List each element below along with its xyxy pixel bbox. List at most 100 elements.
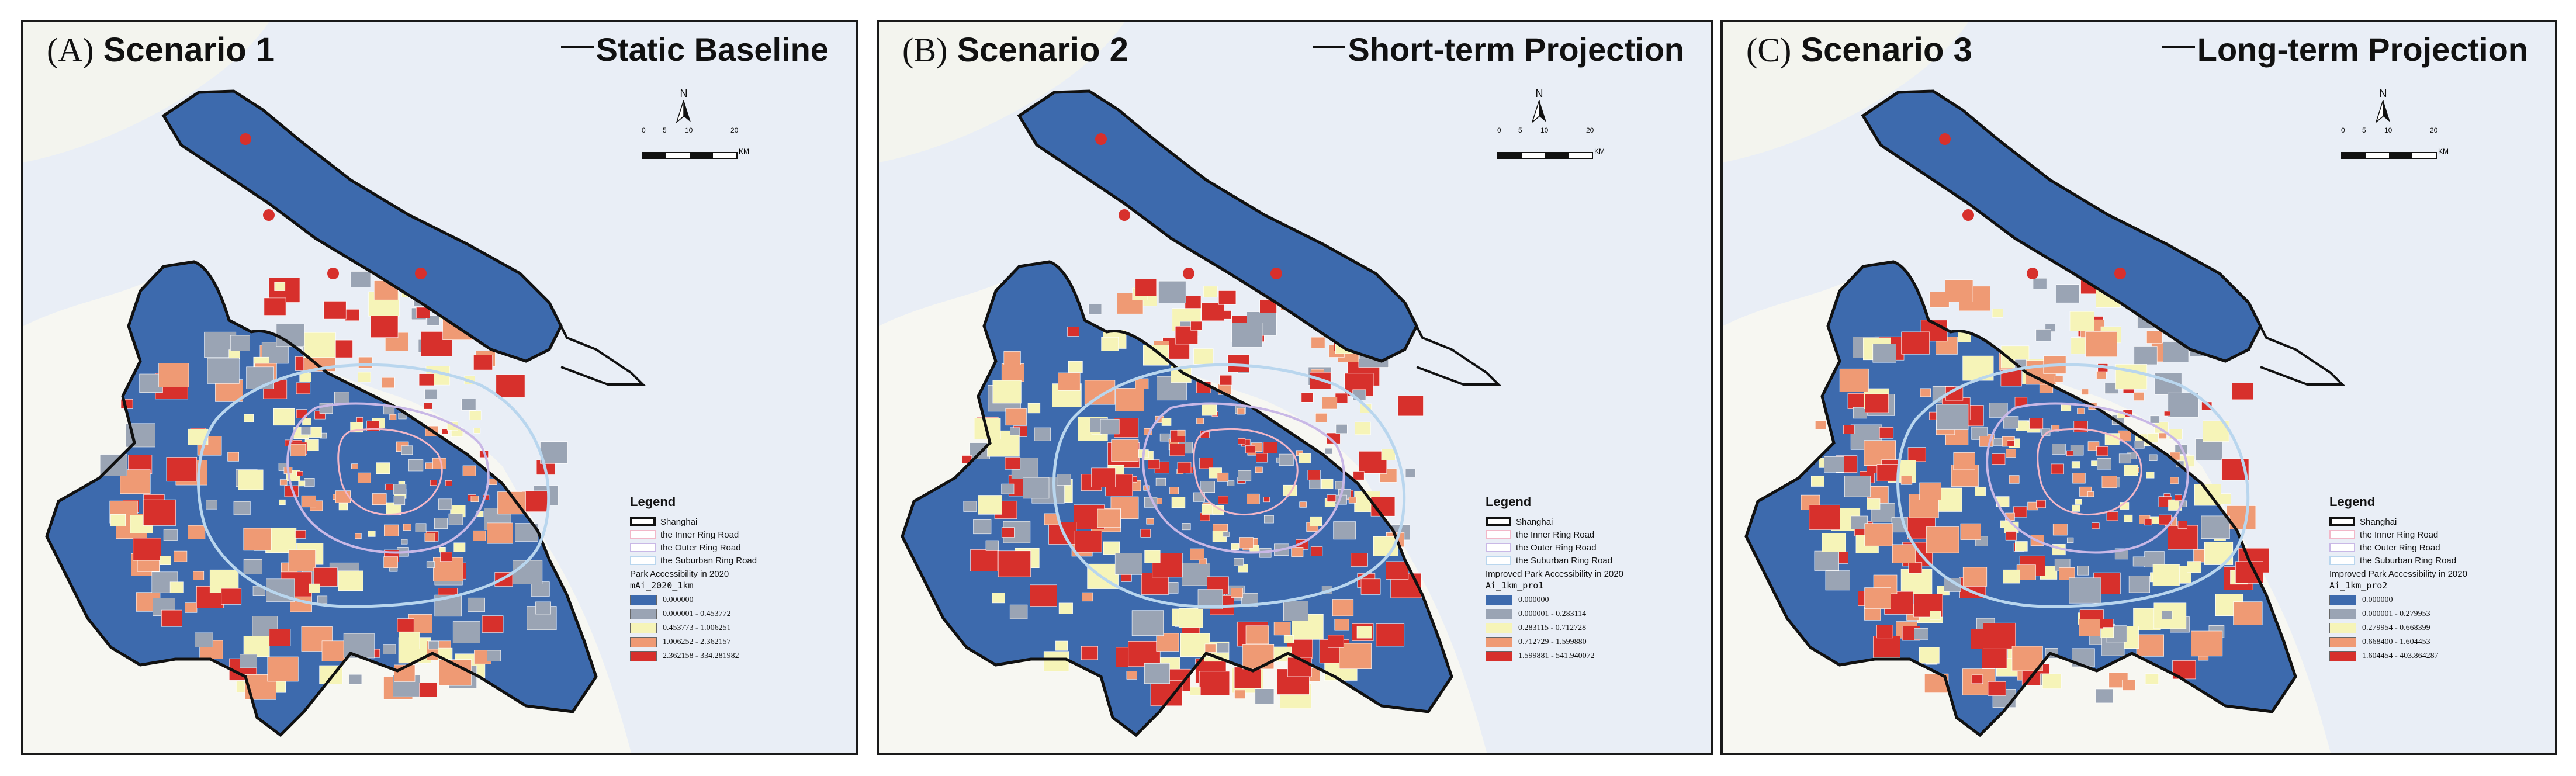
- district-patch: [2052, 524, 2068, 536]
- class-swatch: [630, 609, 657, 619]
- district-patch: [2071, 461, 2080, 469]
- district-patch: [184, 602, 198, 613]
- district-patch: [1864, 523, 1893, 546]
- boundary-swatch: [1486, 517, 1511, 526]
- district-patch: [1865, 393, 1889, 413]
- district-patch: [1283, 601, 1308, 621]
- legend-item-inner-ring: the Inner Ring Road: [2329, 528, 2540, 541]
- outer-ring-road: [286, 402, 490, 554]
- district-patch: [1081, 646, 1098, 660]
- legend: Legend Shanghai the Inner Ring Road the …: [2329, 494, 2540, 663]
- district-patch: [2149, 415, 2159, 424]
- district-patch: [1190, 687, 1201, 696]
- district-patch: [1892, 544, 1916, 563]
- district-patch: [1907, 447, 1926, 462]
- class-swatch: [2329, 595, 2356, 605]
- legend-class: 0.000000: [1486, 593, 1696, 607]
- suburban-ring-road: [197, 363, 550, 608]
- legend-subheading: Park Accessibility in 2020: [630, 569, 729, 579]
- district-patch: [970, 549, 998, 571]
- district-patch: [1001, 483, 1015, 494]
- district-patch: [1256, 453, 1268, 463]
- district-patch: [2009, 475, 2020, 484]
- legend-item-label: the Outer Ring Road: [660, 542, 741, 553]
- district-patch: [1023, 477, 1050, 499]
- district-patch: [1199, 671, 1230, 696]
- legend: Legend Shanghai the Inner Ring Road the …: [630, 494, 840, 663]
- district-patch: [2079, 619, 2100, 636]
- district-patch: [1084, 380, 1116, 405]
- district-patch: [430, 480, 437, 486]
- outer-ring-swatch: [2329, 543, 2355, 552]
- chongming-island: [1017, 89, 1418, 363]
- district-patch: [432, 458, 446, 469]
- legend-subheading: Improved Park Accessibility in 2020: [1486, 569, 1623, 579]
- district-patch: [244, 414, 254, 422]
- district-patch: [1332, 599, 1354, 616]
- island-outline-extension: [548, 302, 646, 386]
- scale-bar: 0 5 10 20 KM: [2341, 126, 2458, 159]
- legend-class: 0.712729 - 1.599880: [1486, 635, 1696, 649]
- district-patch: [401, 445, 413, 455]
- panel-title: (B) Scenario 2: [902, 30, 1128, 70]
- district-patch: [2162, 611, 2173, 619]
- district-patch: [290, 444, 306, 456]
- panel-letter: (C): [1746, 31, 1792, 69]
- scale-unit: KM: [2438, 147, 2449, 155]
- district-patch: [2077, 566, 2089, 576]
- district-patch: [1850, 515, 1868, 530]
- district-patch: [2066, 537, 2074, 543]
- district-patch: [992, 593, 1005, 604]
- legend-item-label: Shanghai: [660, 517, 698, 527]
- class-label: 0.279954 - 0.668399: [2362, 623, 2430, 632]
- district-patch: [1140, 529, 1151, 538]
- district-patch: [1158, 280, 1186, 304]
- legend: Legend Shanghai the Inner Ring Road the …: [1486, 494, 1696, 663]
- district-patch: [309, 583, 321, 593]
- district-patch: [2058, 567, 2075, 580]
- shanghai-boundary: [901, 260, 1453, 737]
- district-patch: [448, 513, 463, 525]
- district-patch: [1202, 403, 1217, 416]
- district-patch: [323, 301, 347, 320]
- district-patch: [304, 332, 336, 358]
- class-swatch: [630, 595, 657, 605]
- district-patch: [1809, 504, 1841, 530]
- district-patch: [992, 380, 1022, 404]
- district-patch: [522, 490, 549, 512]
- legend-class: 0.000000: [630, 593, 840, 607]
- district-patch: [2103, 619, 2114, 628]
- district-patch: [1155, 477, 1166, 486]
- shanghai-boundary: [1744, 260, 2297, 737]
- scale-bar-graphic: [1497, 152, 1593, 159]
- island-park-patch: [2114, 268, 2126, 279]
- district-patch: [296, 382, 311, 394]
- district-patch: [375, 462, 390, 474]
- district-patch: [358, 472, 371, 483]
- district-patch: [2133, 392, 2145, 401]
- island-park-patch: [1962, 209, 1974, 221]
- legend-class: 0.000001 - 0.283114: [1486, 607, 1696, 621]
- district-patch: [1185, 296, 1202, 309]
- district-patch: [462, 465, 476, 476]
- district-patch: [1204, 643, 1216, 653]
- district-patch: [2033, 278, 2047, 290]
- district-patch: [1908, 562, 1923, 574]
- boundary-swatch: [2329, 517, 2355, 526]
- district-patch: [397, 618, 414, 632]
- district-patch: [1376, 623, 1405, 647]
- district-patch: [1178, 608, 1203, 628]
- district-patch: [2051, 463, 2064, 474]
- district-patch: [334, 392, 349, 404]
- district-patch: [1864, 587, 1891, 609]
- district-patch: [2096, 370, 2107, 379]
- district-patch: [1824, 456, 1844, 473]
- scenario-label: Scenario 2: [957, 31, 1128, 69]
- district-patch: [2128, 576, 2150, 593]
- district-patch: [1097, 508, 1121, 528]
- district-patch: [1146, 518, 1154, 525]
- district-patch: [2069, 311, 2094, 331]
- legend-item-outer-ring: the Outer Ring Road: [630, 541, 840, 554]
- district-patch: [274, 282, 286, 291]
- class-label: 0.712729 - 1.599880: [1518, 638, 1587, 646]
